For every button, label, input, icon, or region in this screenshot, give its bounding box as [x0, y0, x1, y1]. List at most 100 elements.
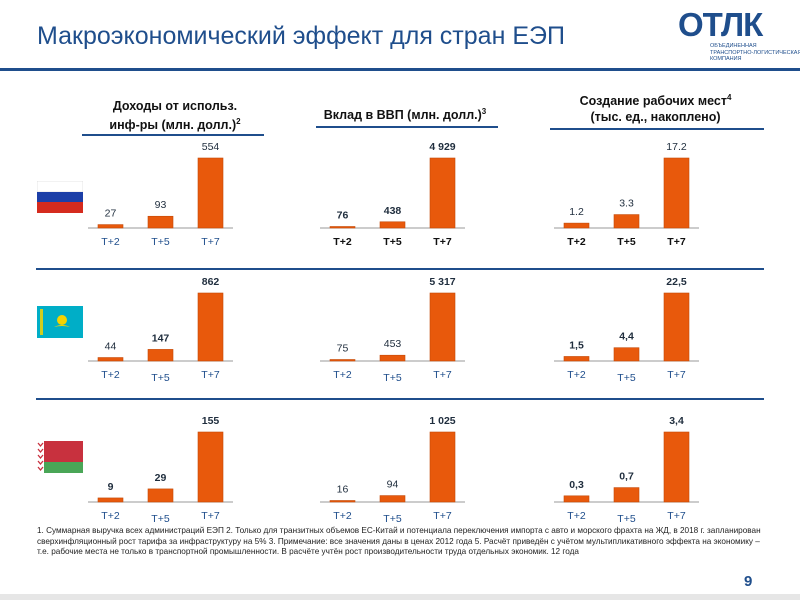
data-label: 5 317 [429, 276, 455, 288]
data-label: 22,5 [666, 276, 687, 288]
category-tick-label: T+2 [101, 510, 120, 522]
footnote-marker: 2 [236, 117, 241, 126]
bar [429, 157, 456, 229]
category-tick-label: T+5 [383, 513, 402, 525]
bar [613, 487, 640, 503]
data-label: 94 [387, 479, 399, 491]
bar [97, 357, 124, 362]
category-tick-label: T+2 [101, 236, 120, 248]
data-label: 1 025 [429, 415, 455, 427]
category-tick-label: T+5 [151, 236, 170, 248]
category-tick-label: T+7 [667, 236, 686, 248]
logo-subtitle: ОБЪЕДИНЕННАЯ ТРАНСПОРТНО-ЛОГИСТИЧЕСКАЯ К… [710, 43, 800, 63]
logo-subtitle-line: КОМПАНИЯ [710, 56, 742, 62]
category-tick-label: T+5 [151, 513, 170, 525]
category-tick-label: T+7 [667, 369, 686, 381]
data-label: 1,5 [569, 339, 584, 351]
category-tick-label: T+7 [201, 236, 220, 248]
row-separator [36, 268, 764, 270]
bar [663, 431, 690, 503]
category-tick-label: T+7 [433, 369, 452, 381]
bar [429, 292, 456, 362]
logo-subtitle-line: ОБЪЕДИНЕННАЯ [710, 43, 757, 49]
data-label: 44 [105, 341, 117, 353]
bar [563, 495, 590, 503]
data-label: 16 [337, 484, 349, 496]
footnote-text: 1. Суммарная выручка всех администраций … [37, 526, 761, 556]
category-tick-label: T+5 [617, 372, 636, 384]
data-label: 29 [155, 472, 167, 484]
column-header-jobs: Создание рабочих мест4 (тыс. ед., накопл… [548, 90, 763, 125]
data-label: 862 [202, 276, 220, 288]
page-number: 9 [744, 573, 753, 590]
bar [197, 157, 224, 229]
bar [379, 495, 406, 503]
data-label: 4 929 [429, 141, 455, 153]
category-tick-label: T+2 [333, 236, 352, 248]
category-tick-label: T+7 [433, 236, 452, 248]
column-header-revenue: Доходы от использ. инф-ры (млн. долл.)2 [80, 98, 270, 133]
bottom-bar [0, 594, 800, 600]
bar [379, 221, 406, 229]
column-header-line: Доходы от использ. [112, 99, 238, 113]
data-label: 93 [155, 199, 167, 211]
data-label: 27 [105, 208, 117, 220]
bar [563, 356, 590, 362]
category-tick-label: T+2 [333, 510, 352, 522]
category-tick-label: T+5 [151, 372, 170, 384]
data-label: 438 [384, 205, 402, 217]
kazakhstan-flag-icon [37, 306, 83, 338]
category-tick-label: T+2 [567, 236, 586, 248]
row-separator [36, 398, 764, 400]
footnote-marker: 3 [481, 107, 487, 116]
category-tick-label: T+7 [201, 510, 220, 522]
data-label: 75 [337, 343, 349, 355]
data-label: 147 [152, 332, 170, 344]
bar [663, 157, 690, 229]
column-header-underline [82, 134, 264, 136]
company-logo: ОТЛК ОБЪЕДИНЕННАЯ ТРАНСПОРТНО-ЛОГИСТИЧЕС… [678, 6, 800, 62]
logo-subtitle-line: ТРАНСПОРТНО-ЛОГИСТИЧЕСКАЯ [710, 49, 800, 56]
bar [329, 500, 356, 503]
bar [613, 347, 640, 362]
bar [329, 226, 356, 229]
footnote-marker: 4 [726, 93, 732, 102]
belarus-flag-icon [37, 441, 83, 473]
column-header-underline [550, 128, 764, 130]
category-tick-label: T+7 [667, 510, 686, 522]
column-header-line: (тыс. ед., накоплено) [590, 110, 721, 125]
category-tick-label: T+2 [101, 369, 120, 381]
bar [97, 224, 124, 229]
category-tick-label: T+5 [383, 372, 402, 384]
data-label: 0,3 [569, 479, 584, 491]
category-tick-label: T+5 [617, 513, 636, 525]
russia-flag-icon [37, 181, 83, 213]
bar [147, 215, 174, 229]
data-label: 4,4 [619, 331, 634, 343]
column-header-line: Вклад в ВВП (млн. долл.) [323, 108, 482, 123]
bar [563, 222, 590, 229]
category-tick-label: T+5 [617, 236, 636, 248]
column-header-line: Создание рабочих мест [579, 94, 727, 109]
category-tick-label: T+7 [433, 510, 452, 522]
bar [429, 431, 456, 503]
column-header-gdp: Вклад в ВВП (млн. долл.)3 [300, 104, 510, 123]
bar [197, 431, 224, 503]
bar [663, 292, 690, 362]
bar [147, 488, 174, 503]
category-tick-label: T+2 [567, 510, 586, 522]
page-title: Макроэкономический эффект для стран ЕЭП [37, 22, 565, 50]
data-label: 17.2 [666, 141, 687, 153]
data-label: 3,4 [669, 415, 684, 427]
data-label: 0,7 [619, 471, 634, 483]
bar [329, 359, 356, 362]
data-label: 76 [337, 210, 349, 222]
data-label: 9 [108, 481, 114, 493]
data-label: 453 [384, 338, 402, 350]
bar [97, 497, 124, 503]
bar [379, 354, 406, 362]
logo-wordmark: ОТЛК [678, 6, 763, 43]
category-tick-label: T+2 [333, 369, 352, 381]
bar [613, 214, 640, 229]
